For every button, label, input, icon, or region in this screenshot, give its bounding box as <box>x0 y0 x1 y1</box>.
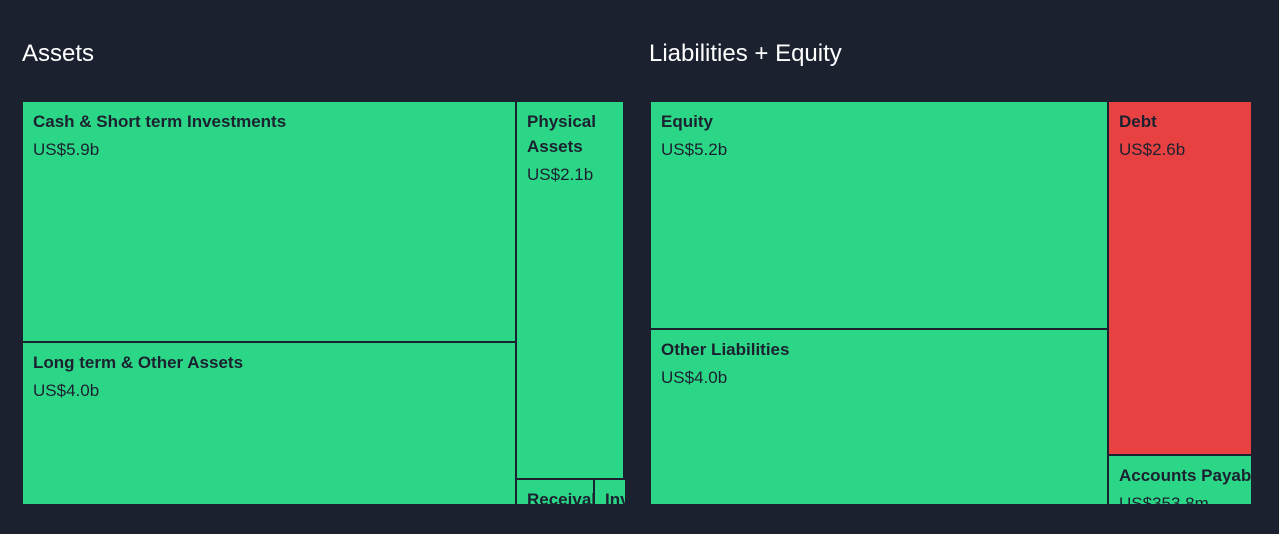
tile-label: Physical Assets <box>527 112 596 156</box>
liabilities-equity-treemap: Equity US$5.2b Other Liabilities US$4.0b… <box>649 100 1253 504</box>
tile-accounts-payable[interactable]: Accounts Payable US$353.8m <box>1107 454 1253 504</box>
tile-other-liabilities[interactable]: Other Liabilities US$4.0b <box>649 328 1109 504</box>
tile-value: US$4.0b <box>661 368 728 387</box>
tile-value: US$5.2b <box>661 140 728 159</box>
tile-physical-assets[interactable]: Physical Assets US$2.1b <box>515 100 625 480</box>
tile-value: US$4.0b <box>33 381 100 400</box>
tile-label: Accounts Payable <box>1119 466 1253 485</box>
assets-treemap: Cash & Short term Investments US$5.9b Lo… <box>21 100 625 504</box>
tile-value: US$5.9b <box>33 140 100 159</box>
tile-long-term-other-assets[interactable]: Long term & Other Assets US$4.0b <box>21 341 517 504</box>
tile-label: Receivables <box>527 490 593 504</box>
tile-label: Equity <box>661 112 713 131</box>
tile-label: Inventory <box>605 490 625 504</box>
tile-debt[interactable]: Debt US$2.6b <box>1107 100 1253 456</box>
tile-value: US$2.6b <box>1119 140 1186 159</box>
tile-equity[interactable]: Equity US$5.2b <box>649 100 1109 330</box>
tile-label: Cash & Short term Investments <box>33 112 287 131</box>
tile-label: Long term & Other Assets <box>33 353 244 372</box>
assets-title: Assets <box>22 40 95 67</box>
tile-receivables[interactable]: Receivables <box>515 478 595 504</box>
tile-inventory[interactable]: Inventory <box>593 478 625 504</box>
tile-value: US$353.8m <box>1119 494 1209 504</box>
liabilities-equity-title: Liabilities + Equity <box>649 40 842 67</box>
tile-label: Debt <box>1119 112 1157 131</box>
tile-label: Other Liabilities <box>661 340 790 359</box>
tile-value: US$2.1b <box>527 165 594 184</box>
tile-cash-short-term-investments[interactable]: Cash & Short term Investments US$5.9b <box>21 100 517 343</box>
